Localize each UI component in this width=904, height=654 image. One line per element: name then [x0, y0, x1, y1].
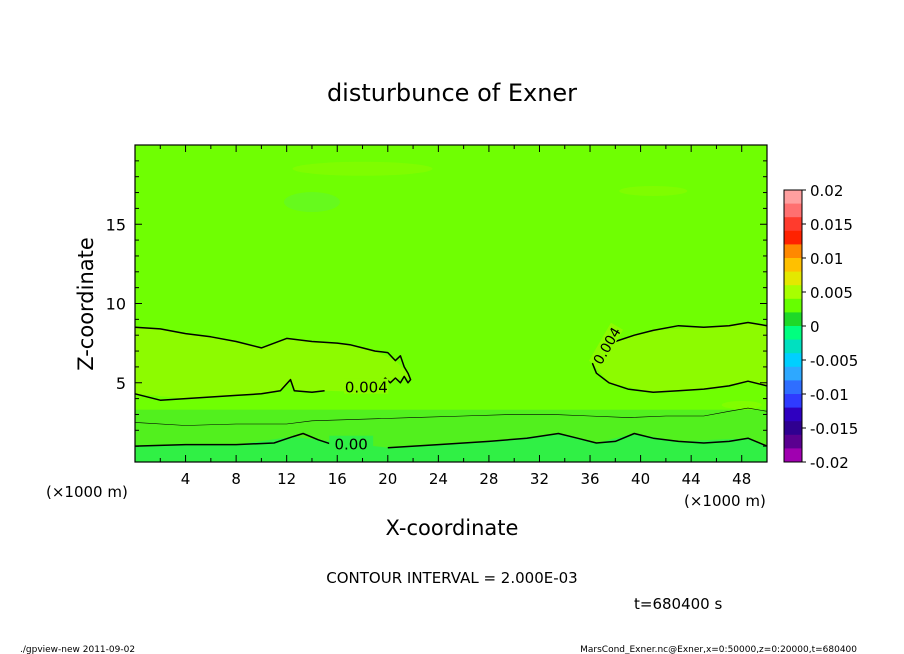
time-label: t=680400 s — [634, 595, 722, 613]
fill-band-0 — [135, 433, 767, 462]
contour-label-bg — [344, 378, 389, 394]
fill-band-0.004-left — [135, 327, 411, 399]
x-tick-label: 4 — [181, 470, 191, 488]
fill-patch-top-left — [292, 161, 433, 176]
colorbar-swatch — [784, 380, 802, 395]
contour-line-0.00-3 — [134, 432, 338, 447]
colorbar-tick-label: -0.01 — [810, 386, 849, 404]
footer-right: MarsCond_Exner.nc@Exner,x=0:50000,z=0:20… — [580, 645, 857, 654]
colorbar-swatch — [784, 203, 802, 218]
colorbar-tick-label: 0.02 — [810, 182, 843, 200]
colorbar-swatch — [784, 312, 802, 327]
colorbar-tick-label: 0.015 — [810, 216, 853, 234]
colorbar-swatch — [784, 407, 802, 422]
contour-label-0: 0.004 — [344, 378, 389, 397]
colorbar-tick-label: -0.015 — [810, 420, 858, 438]
contour-label-2: 0.00 — [329, 435, 374, 454]
x-tick-label: 8 — [231, 470, 241, 488]
colorbar-swatch — [784, 448, 802, 463]
x-tick-label: 24 — [429, 470, 448, 488]
x-axis-label: X-coordinate — [386, 516, 519, 540]
colorbar-swatch — [784, 326, 802, 341]
colorbar-tick-label: -0.005 — [810, 352, 858, 370]
y-tick-label: 10 — [106, 295, 126, 314]
x-tick-label: 44 — [682, 470, 701, 488]
contour-line-0.002-5 — [134, 407, 768, 426]
contour-interval-text: CONTOUR INTERVAL = 2.000E-03 — [326, 569, 577, 587]
fill-patch-right — [721, 400, 762, 409]
colorbar-swatch — [784, 258, 802, 273]
chart-title: disturbunce of Exner — [327, 79, 577, 107]
contour-line-0.004-1 — [134, 378, 325, 401]
colorbar-swatch — [784, 339, 802, 354]
colorbar: 0.02 0.015 0.01 0.005 0 -0.005 -0.01 -0.015 -0.0… — [783, 182, 858, 472]
contour-label-bg — [329, 435, 374, 451]
colorbar-tick-label: 0.005 — [810, 284, 853, 302]
x-unit-right: (×1000 m) — [684, 492, 766, 510]
x-tick-label: 28 — [479, 470, 498, 488]
fill-patch-top-right — [619, 185, 688, 196]
contour-label-text: 0.00 — [334, 436, 367, 454]
colorbar-swatch — [784, 230, 802, 245]
x-tick-label: 32 — [530, 470, 549, 488]
x-tick-label: 12 — [277, 470, 296, 488]
colorbar-swatch — [784, 353, 802, 368]
colorbar-tick-label: 0 — [810, 318, 820, 336]
colorbar-swatch — [784, 190, 802, 205]
colorbar-swatch — [784, 244, 802, 259]
colorbar-swatch — [784, 421, 802, 436]
colorbar-tick-label: -0.02 — [810, 454, 849, 472]
colorbar-swatch — [784, 434, 802, 449]
contour-line-0.004-0 — [134, 326, 412, 393]
colorbar-tick-label: 0.01 — [810, 250, 843, 268]
x-tick-label: 36 — [580, 470, 599, 488]
colorbar-swatch — [784, 298, 802, 313]
colorbar-swatch — [784, 285, 802, 300]
x-tick-label: 40 — [631, 470, 650, 488]
x-unit-left: (×1000 m) — [46, 483, 128, 501]
contour-line-0.00-4 — [387, 432, 768, 449]
fill-patch-mid-left — [283, 192, 340, 213]
y-tick-label: 15 — [106, 215, 126, 234]
contour-label-bg — [588, 322, 624, 368]
contour-fill-layer — [135, 145, 767, 462]
contour-label-text: 0.004 — [345, 379, 388, 397]
x-tick-label: 20 — [378, 470, 397, 488]
contour-line-0.004-2 — [591, 321, 768, 394]
footer-left: ./gpview-new 2011-09-02 — [20, 645, 135, 654]
colorbar-swatch — [784, 366, 802, 381]
x-tick-label: 16 — [328, 470, 347, 488]
colorbar-swatch — [784, 217, 802, 232]
colorbar-swatch — [784, 394, 802, 409]
y-tick-label: 5 — [116, 374, 126, 393]
x-tick-label: 48 — [732, 470, 751, 488]
fill-background — [135, 145, 767, 462]
fill-band-0.004-right — [592, 322, 767, 393]
y-axis-label: Z-coordinate — [74, 237, 98, 371]
colorbar-swatch — [784, 271, 802, 286]
contour-line-layer — [134, 321, 768, 449]
